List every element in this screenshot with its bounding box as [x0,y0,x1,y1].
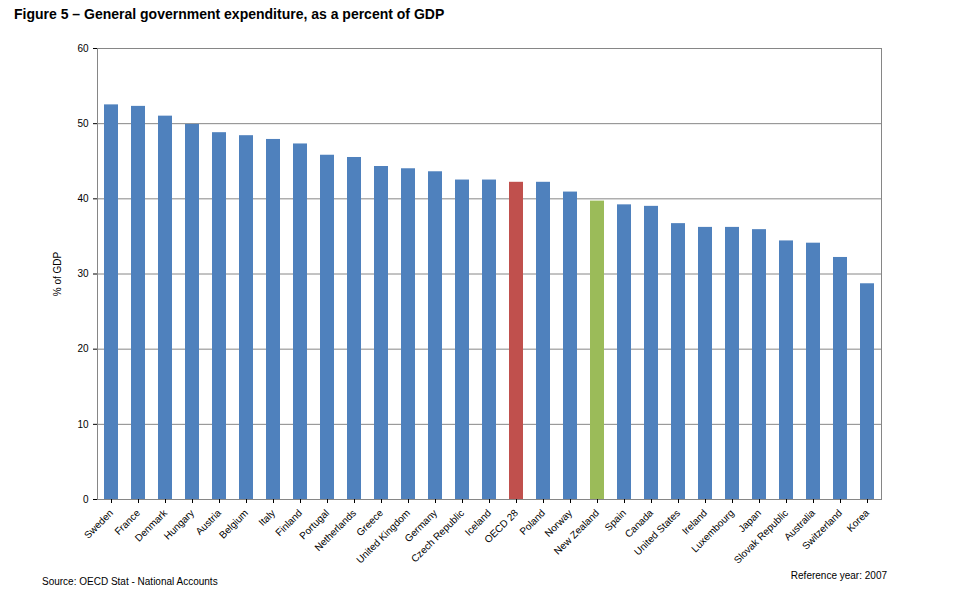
svg-text:Netherlands: Netherlands [312,507,358,553]
svg-text:Belgium: Belgium [217,507,250,540]
svg-text:Luxembourg: Luxembourg [689,507,736,554]
html-text:Figure 5 – General government: Figure 5 – General government expenditur… [14,6,445,22]
svg-text:Austria: Austria [193,507,224,537]
svg-text:20: 20 [77,343,89,354]
svg-text:60: 60 [77,43,89,54]
svg-text:Portugal: Portugal [297,507,332,542]
svg-text:30: 30 [77,268,89,279]
svg-text:Finland: Finland [273,507,305,539]
svg-text:Greece: Greece [354,507,386,539]
svg-text:Czech Republic: Czech Republic [409,507,466,564]
svg-text:50: 50 [77,118,89,129]
svg-text:% of GDP: % of GDP [52,251,63,296]
svg-text:Japan: Japan [736,507,764,535]
svg-text:Sweden: Sweden [82,507,115,540]
svg-text:OECD 28: OECD 28 [482,507,520,545]
html-text:Source: OECD Stat - National A: Source: OECD Stat - National Accounts [42,576,218,587]
svg-text:France: France [112,507,143,537]
svg-text:Italy: Italy [256,507,277,528]
svg-text:United Kingdom: United Kingdom [354,507,413,566]
svg-text:Hungary: Hungary [162,507,197,542]
svg-text:Korea: Korea [845,507,872,534]
svg-text:10: 10 [77,419,89,430]
svg-text:Canada: Canada [622,507,656,540]
svg-text:Norway: Norway [542,507,575,539]
svg-text:Switzerland: Switzerland [800,507,844,551]
svg-text:Slovak Republic: Slovak Republic [732,507,790,565]
svg-text:New Zealand: New Zealand [552,507,601,556]
svg-text:Poland: Poland [517,507,548,537]
svg-text:Iceland: Iceland [462,507,494,538]
svg-text:United States: United States [632,507,682,557]
svg-text:Spain: Spain [602,507,629,534]
svg-text:0: 0 [83,494,89,505]
svg-text:Australia: Australia [781,507,818,543]
svg-text:40: 40 [77,193,89,204]
html-text:Reference year: 2007: Reference year: 2007 [790,570,887,581]
svg-text:Ireland: Ireland [679,507,710,537]
svg-text:Germany: Germany [402,507,440,545]
svg-text:Denmark: Denmark [133,507,170,544]
